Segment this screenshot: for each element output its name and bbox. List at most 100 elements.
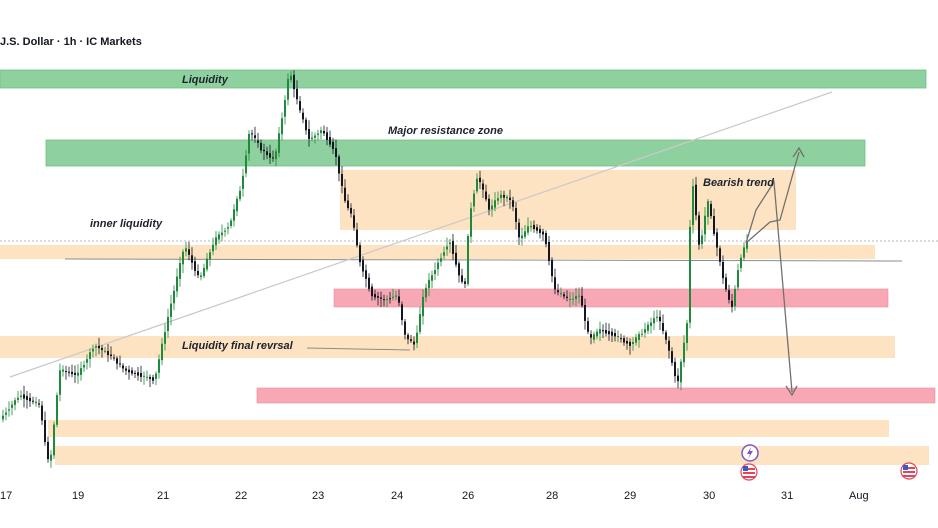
candle-body (326, 132, 328, 140)
x-tick-label: 28 (546, 490, 558, 502)
candle-body (86, 359, 88, 363)
candle-body (491, 205, 493, 210)
candle-body (551, 259, 553, 277)
candle-body (602, 330, 604, 332)
candle-body (275, 151, 277, 160)
candle-body (422, 296, 424, 317)
candle-body (101, 347, 103, 351)
candle-body (494, 200, 496, 208)
candle-body (560, 293, 562, 295)
candle-body (125, 368, 127, 371)
candle-body (674, 361, 676, 377)
candle-body (62, 369, 64, 372)
candle-body (317, 133, 319, 135)
candle-body (170, 303, 172, 317)
candle-body (230, 220, 232, 226)
candle-body (599, 329, 601, 334)
bottom-zone-2 (55, 446, 929, 465)
candle-body (509, 197, 511, 200)
candle-body (617, 336, 619, 338)
candle-body (161, 343, 163, 361)
candle-body (35, 401, 37, 404)
candle-body (569, 298, 571, 300)
candle-body (548, 242, 550, 261)
x-tick-label: 29 (624, 490, 636, 502)
candle-body (155, 373, 157, 379)
candle-body (356, 229, 358, 246)
candle-body (365, 270, 367, 279)
candle-body (41, 405, 43, 421)
bearish-projection-path (745, 180, 793, 393)
event-icon-us-flag[interactable] (740, 463, 758, 481)
candle-body (224, 230, 226, 232)
candle-body (131, 370, 133, 374)
candle-body (605, 330, 607, 334)
candle-body (479, 177, 481, 183)
candle-body (95, 346, 97, 348)
candle-body (473, 193, 475, 207)
supply-zone (340, 170, 796, 230)
candle-body (497, 198, 499, 201)
candle-body (23, 394, 25, 399)
candle-body (323, 130, 325, 134)
candle-body (89, 352, 91, 359)
candle-body (188, 249, 190, 255)
candle-body (527, 226, 529, 233)
label-liquidity-final-reversal: Liquidity final revrsal (182, 340, 294, 352)
candle-body (329, 137, 331, 145)
x-tick-label: 19 (72, 490, 84, 502)
candle-body (530, 226, 532, 228)
candle-body (611, 331, 613, 336)
candle-body (347, 200, 349, 209)
candle-body (176, 276, 178, 292)
candle-body (128, 369, 130, 373)
candle-body (407, 334, 409, 340)
candle-body (344, 187, 346, 201)
candle-body (38, 403, 40, 405)
candle-body (656, 316, 658, 318)
candle-body (584, 305, 586, 321)
candle-body (296, 88, 298, 100)
candle-body (113, 357, 115, 359)
candle-body (590, 334, 592, 338)
candle-body (395, 295, 397, 297)
candle-body (575, 296, 577, 299)
candle-body (71, 371, 73, 375)
candle-body (164, 332, 166, 344)
candle-body (269, 153, 271, 158)
candle-body (386, 299, 388, 301)
candle-body (302, 112, 304, 120)
candle-body (731, 300, 733, 307)
x-tick-label: 21 (157, 490, 169, 502)
candle-body (11, 404, 13, 408)
candle-body (503, 194, 505, 198)
candle-body (5, 412, 7, 415)
candle-body (389, 298, 391, 300)
trend-line[interactable] (9, 91, 833, 378)
event-icon-us-flag-right[interactable] (900, 462, 918, 480)
candle-body (359, 245, 361, 263)
candle-body (239, 190, 241, 200)
candle-body (641, 333, 643, 335)
candle-body (416, 332, 418, 344)
candle-body (134, 372, 136, 374)
candle-body (149, 377, 151, 379)
label-inner-liquidity: inner liquidity (90, 218, 163, 230)
candle-body (233, 209, 235, 221)
candle-body (401, 304, 403, 321)
x-tick-label: 31 (781, 490, 793, 502)
candle-body (707, 201, 709, 217)
candle-body (284, 100, 286, 117)
candle-body (80, 368, 82, 375)
candle-body (470, 208, 472, 237)
candle-body (695, 184, 697, 216)
event-icon-lightning[interactable] (741, 444, 759, 462)
candle-body (209, 252, 211, 260)
candle-body (425, 287, 427, 298)
candle-body (116, 358, 118, 364)
candle-body (47, 441, 49, 460)
candle-body (335, 148, 337, 157)
candle-body (362, 260, 364, 272)
candle-body (377, 296, 379, 298)
